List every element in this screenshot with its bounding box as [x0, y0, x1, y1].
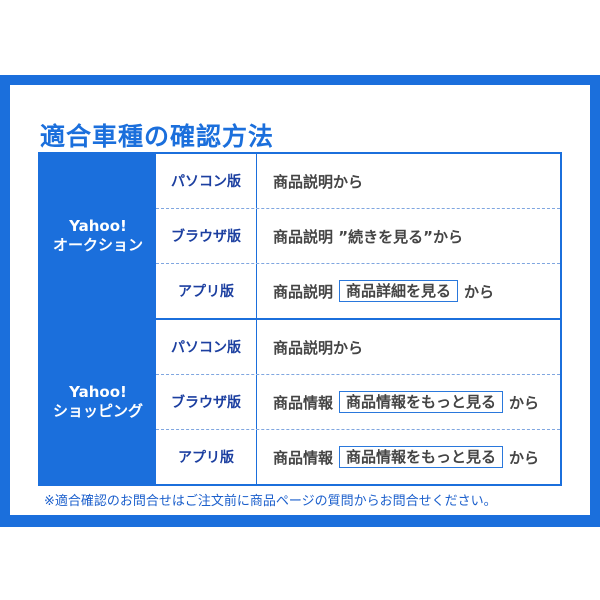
table-row: ブラウザ版 商品情報 商品情報をもっと見る から [156, 374, 560, 429]
version-cell: アプリ版 [156, 430, 257, 484]
site-cell: Yahoo! オークション [40, 154, 156, 318]
button-label-box: 商品情報をもっと見る [339, 391, 504, 413]
method-suffix: から [509, 448, 540, 467]
table-group: Yahoo! オークション パソコン版 商品説明から ブラウザ版 商品説明 ”続きを見る”… [40, 154, 560, 318]
site-cell: Yahoo! ショッピング [40, 320, 156, 484]
method-text: 商品情報 [273, 393, 334, 412]
content-panel: 適合車種の確認方法 Yahoo! オークション パソコン版 商品説明から ブラウザ版 商品… [10, 85, 590, 515]
table-row: アプリ版 商品情報 商品情報をもっと見る から [156, 429, 560, 484]
site-name-line: Yahoo! [69, 217, 127, 235]
site-name-line: オークション [52, 236, 143, 254]
method-text: 商品説明 ”続きを見る”から [273, 227, 463, 246]
button-label-box: 商品詳細を見る [339, 280, 459, 302]
method-cell: 商品説明 商品詳細を見る から [257, 264, 560, 318]
version-cell: ブラウザ版 [156, 375, 257, 429]
page-title: 適合車種の確認方法 [40, 122, 275, 151]
method-text: 商品情報 [273, 448, 334, 467]
site-name-line: Yahoo! [69, 383, 127, 401]
confirmation-table: Yahoo! オークション パソコン版 商品説明から ブラウザ版 商品説明 ”続きを見る”… [38, 152, 562, 486]
table-group: Yahoo! ショッピング パソコン版 商品説明から ブラウザ版 商品情報 商品情報をもっと… [40, 318, 560, 484]
table-row: パソコン版 商品説明から [156, 154, 560, 208]
version-cell: パソコン版 [156, 320, 257, 374]
table-row: パソコン版 商品説明から [156, 320, 560, 374]
table-row: ブラウザ版 商品説明 ”続きを見る”から [156, 208, 560, 263]
version-cell: パソコン版 [156, 154, 257, 208]
site-name-line: ショッピング [52, 402, 143, 420]
method-suffix: から [464, 282, 495, 301]
method-text: 商品説明から [273, 338, 364, 357]
method-cell: 商品説明から [257, 320, 560, 374]
method-suffix: から [509, 393, 540, 412]
method-cell: 商品説明から [257, 154, 560, 208]
table-row: アプリ版 商品説明 商品詳細を見る から [156, 263, 560, 318]
method-text: 商品説明 [273, 282, 334, 301]
button-label-box: 商品情報をもっと見る [339, 446, 504, 468]
method-cell: 商品情報 商品情報をもっと見る から [257, 430, 560, 484]
method-cell: 商品情報 商品情報をもっと見る から [257, 375, 560, 429]
footnote: ※適合確認のお問合せはご注文前に商品ページの質問からお問合せください。 [44, 494, 497, 509]
blue-frame: 適合車種の確認方法 Yahoo! オークション パソコン版 商品説明から ブラウザ版 商品… [0, 75, 600, 527]
method-cell: 商品説明 ”続きを見る”から [257, 209, 560, 263]
version-cell: アプリ版 [156, 264, 257, 318]
version-cell: ブラウザ版 [156, 209, 257, 263]
method-text: 商品説明から [273, 172, 364, 191]
